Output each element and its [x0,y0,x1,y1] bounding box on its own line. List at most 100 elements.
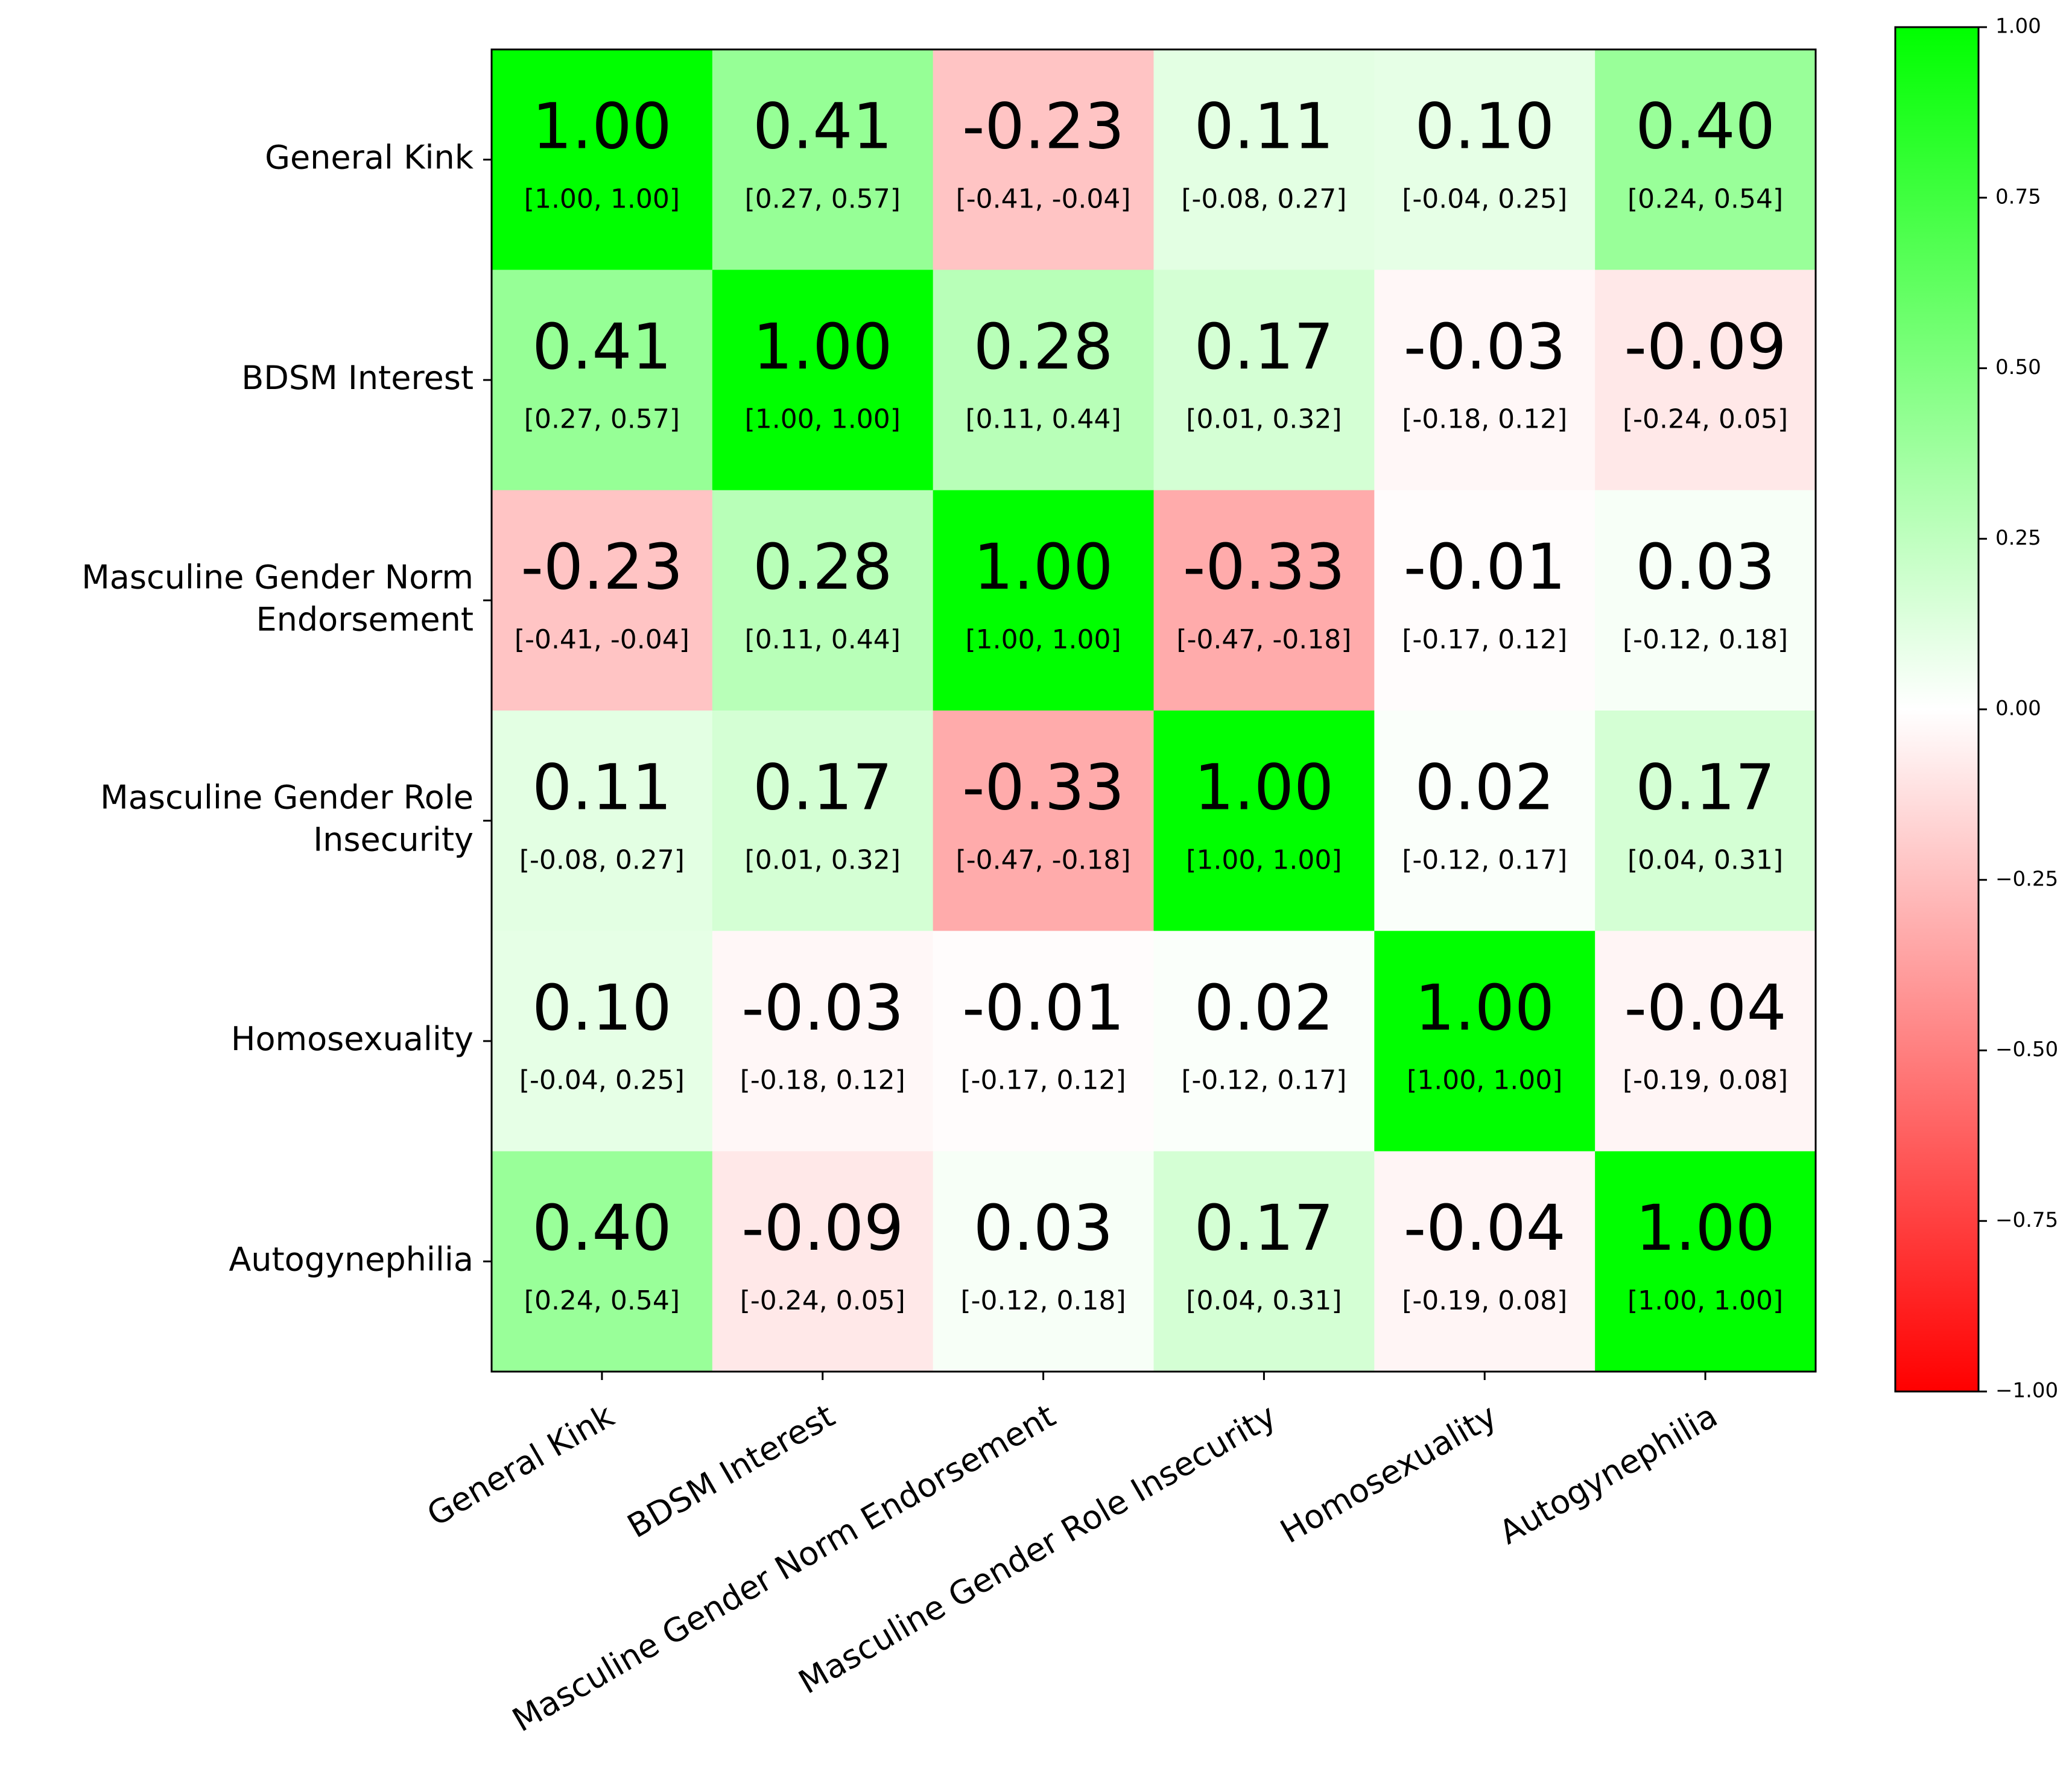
cell-value-r1-c5: -0.09 [1624,310,1787,384]
cell-value-r0-c5: 0.40 [1635,89,1775,163]
cell-ci-r0-c5: [0.24, 0.54] [1627,183,1783,214]
cell-value-r4-c1: -0.03 [741,971,904,1045]
cell-ci-r3-c0: [-0.08, 0.27] [519,844,685,875]
cell-value-r3-c1: 0.17 [753,750,893,824]
cell-ci-r1-c1: [1.00, 1.00] [745,404,901,435]
cell-ci-r2-c1: [0.11, 0.44] [745,624,901,655]
colorbar-tick-label-5: −0.25 [1995,867,2058,891]
heatmap-cell-r4-c1 [712,931,934,1152]
heatmap-cell-r0-c0 [492,49,713,270]
y-label-4: Homosexuality [231,1020,474,1058]
cell-value-r4-c4: 1.00 [1415,971,1554,1045]
heatmap-cell-r0-c5 [1595,49,1816,270]
cell-value-r0-c4: 0.10 [1415,89,1554,163]
y-axis-labels: General Kink BDSM Interest Masculine Gende… [81,138,492,1278]
y-label-0: General Kink [265,138,474,176]
cell-value-r3-c0: 0.11 [532,750,672,824]
cell-value-r0-c3: 0.11 [1194,89,1334,163]
cell-ci-r3-c3: [1.00, 1.00] [1186,844,1342,875]
cell-ci-r2-c0: [-0.41, -0.04] [515,624,689,655]
heatmap-cell-r0-c1 [712,49,934,270]
heatmap-cell-r3-c1 [712,711,934,931]
cell-ci-r4-c5: [-0.19, 0.08] [1623,1065,1788,1096]
cell-value-r5-c5: 1.00 [1635,1191,1775,1265]
heatmap-cell-r1-c5 [1595,270,1816,491]
cell-ci-r0-c2: [-0.41, -0.04] [956,183,1131,214]
cell-ci-r4-c1: [-0.18, 0.12] [740,1065,905,1096]
heatmap-cell-r5-c4 [1374,1151,1595,1372]
heatmap-cell-r5-c5 [1595,1151,1816,1372]
colorbar-ticks: 1.00 0.75 0.50 0.25 0.00 −0.25 −0.50 −0.75 −1.00 [1979,14,2058,1403]
cell-value-r3-c3: 1.00 [1194,750,1334,824]
colorbar-tick-label-8: −1.00 [1995,1379,2058,1403]
cell-ci-r0-c0: [1.00, 1.00] [524,183,680,214]
heatmap-cell-r3-c4 [1374,711,1595,931]
cell-value-r5-c0: 0.40 [532,1191,672,1265]
cell-ci-r2-c3: [-0.47, -0.18] [1176,624,1351,655]
cell-ci-r5-c1: [-0.24, 0.05] [740,1285,905,1316]
cell-value-r4-c0: 0.10 [532,971,672,1045]
cell-ci-r5-c0: [0.24, 0.54] [524,1285,680,1316]
cell-value-r3-c2: -0.33 [962,750,1124,824]
cell-ci-r5-c4: [-0.19, 0.08] [1402,1285,1567,1316]
cell-value-r3-c5: 0.17 [1635,750,1775,824]
heatmap-cell-r5-c3 [1153,1151,1375,1372]
cell-ci-r1-c0: [0.27, 0.57] [524,404,680,435]
x-label-4: Homosexuality [1274,1396,1503,1551]
heatmap-cell-r0-c2 [933,49,1155,270]
colorbar-tick-label-0: 1.00 [1995,14,2041,39]
cell-value-r2-c4: -0.01 [1404,530,1566,604]
heatmap-cell-r4-c3 [1153,931,1375,1152]
heatmap-annotations: 1.00 [1.00, 1.00] 0.41 [0.27, 0.57] -0.23 [-0… [515,89,1788,1316]
cell-value-r5-c3: 0.17 [1194,1191,1334,1265]
colorbar-gradient [1894,26,1980,1393]
cell-value-r2-c0: -0.23 [521,530,683,604]
y-label-5: Autogynephilia [229,1240,474,1278]
colorbar-tick-label-4: 0.00 [1995,697,2041,721]
heatmap-cell-r4-c0 [492,931,713,1152]
y-label-3: Masculine Gender Role Insecurity [100,778,474,858]
cell-value-r1-c4: -0.03 [1404,310,1566,384]
y-label-2: Masculine Gender Norm Endorsement [81,558,474,638]
cell-value-r5-c4: -0.04 [1404,1191,1566,1265]
cell-value-r5-c1: -0.09 [741,1191,904,1265]
cell-value-r1-c1: 1.00 [753,310,893,384]
x-label-5: Autogynephilia [1493,1396,1724,1551]
heatmap-cell-r0-c3 [1153,49,1375,270]
cell-value-r2-c2: 1.00 [974,530,1114,604]
x-label-0: General Kink [420,1396,621,1534]
colorbar-tick-label-7: −0.75 [1995,1208,2058,1232]
colorbar-tick-label-6: −0.50 [1995,1037,2058,1062]
cell-ci-r1-c2: [0.11, 0.44] [965,404,1121,435]
heatmap-cell-r4-c5 [1595,931,1816,1152]
cell-ci-r4-c2: [-0.17, 0.12] [961,1065,1126,1096]
heatmap-cells [492,49,1816,1372]
cell-value-r1-c0: 0.41 [532,310,672,384]
heatmap-cell-r1-c1 [712,270,934,491]
cell-value-r5-c2: 0.03 [974,1191,1114,1265]
heatmap-cell-r3-c0 [492,711,713,931]
cell-ci-r2-c5: [-0.12, 0.18] [1623,624,1788,655]
heatmap-cell-r3-c2 [933,711,1155,931]
heatmap-cell-r2-c3 [1153,490,1375,711]
cell-ci-r5-c3: [0.04, 0.31] [1186,1285,1342,1316]
colorbar: 1.00 0.75 0.50 0.25 0.00 −0.25 −0.50 −0.75 −1.00 [1894,14,2058,1403]
cell-ci-r3-c5: [0.04, 0.31] [1627,844,1783,875]
cell-value-r1-c2: 0.28 [974,310,1114,384]
colorbar-tick-label-2: 0.50 [1995,355,2041,379]
x-label-1: BDSM Interest [621,1396,841,1545]
cell-ci-r3-c2: [-0.47, -0.18] [956,844,1131,875]
heatmap-cell-r2-c0 [492,490,713,711]
heatmap-cell-r1-c4 [1374,270,1595,491]
cell-ci-r5-c5: [1.00, 1.00] [1627,1285,1783,1316]
heatmap-cell-r5-c2 [933,1151,1155,1372]
cell-value-r1-c3: 0.17 [1194,310,1334,384]
cell-ci-r2-c4: [-0.17, 0.12] [1402,624,1567,655]
cell-ci-r0-c1: [0.27, 0.57] [745,183,901,214]
cell-value-r0-c0: 1.00 [532,89,672,163]
colorbar-tick-label-1: 0.75 [1995,185,2041,209]
cell-value-r3-c4: 0.02 [1415,750,1554,824]
cell-value-r2-c1: 0.28 [753,530,893,604]
cell-ci-r5-c2: [-0.12, 0.18] [961,1285,1126,1316]
